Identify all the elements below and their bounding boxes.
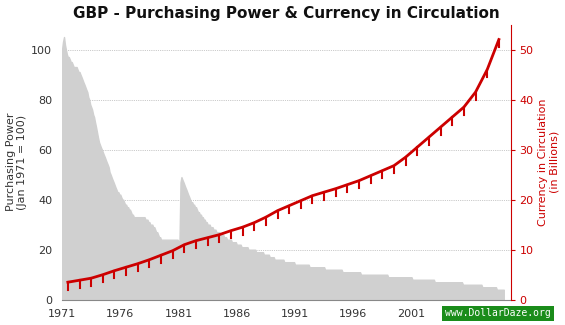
Y-axis label: Currency in Circulation
(in Billions): Currency in Circulation (in Billions) <box>538 98 559 226</box>
Y-axis label: Purchasing Power
(Jan 1971 = 100): Purchasing Power (Jan 1971 = 100) <box>6 113 27 211</box>
Text: www.DollarDaze.org: www.DollarDaze.org <box>445 308 551 318</box>
Title: GBP - Purchasing Power & Currency in Circulation: GBP - Purchasing Power & Currency in Cir… <box>73 6 499 20</box>
